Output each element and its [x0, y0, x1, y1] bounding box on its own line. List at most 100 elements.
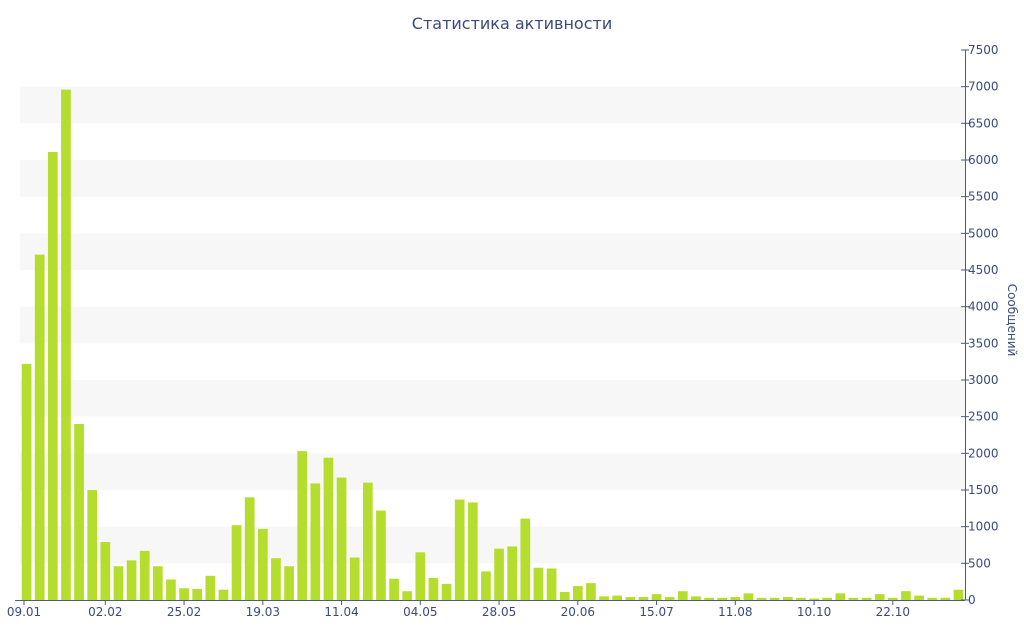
bar [927, 597, 938, 600]
bar [704, 597, 714, 600]
bar [297, 451, 308, 600]
bar [677, 591, 688, 600]
bar [796, 597, 806, 600]
bar [887, 597, 898, 600]
bar [376, 510, 386, 600]
grid-bands [20, 86, 965, 564]
y-tick-label: 1000 [968, 520, 999, 534]
grid-band [20, 86, 965, 124]
x-tick-label: 02.02 [88, 605, 122, 619]
bar [914, 595, 924, 600]
bar [782, 597, 793, 600]
bar [244, 497, 255, 600]
bar [599, 596, 609, 600]
bar [257, 528, 268, 600]
bar [87, 490, 98, 600]
bar [428, 578, 439, 600]
bar [822, 597, 833, 600]
bar [402, 591, 413, 600]
x-axis: 09.01 02.02 25.02 19.03 11.04 04.05 28.05 20.06… [7, 600, 965, 619]
bar [126, 560, 137, 600]
bar [940, 597, 951, 600]
bar [769, 597, 780, 600]
bar [533, 567, 544, 600]
bar [47, 151, 58, 600]
bar [612, 595, 623, 600]
bar [730, 597, 741, 600]
x-tick-label: 20.06 [561, 605, 595, 619]
bar [494, 548, 504, 600]
bar [901, 591, 911, 600]
y-tick-label: 7000 [968, 80, 999, 94]
bar [717, 597, 728, 600]
y-tick-label: 3500 [968, 336, 999, 350]
x-tick-label: 22.10 [876, 605, 910, 619]
bar [349, 557, 360, 600]
bars [21, 89, 964, 600]
x-tick-label: 28.05 [482, 605, 516, 619]
bar [743, 593, 754, 600]
bar [572, 586, 583, 600]
chart-title: Статистика активности [411, 14, 613, 33]
bar [336, 477, 347, 600]
bar [179, 588, 189, 600]
bar [848, 597, 859, 600]
bar [205, 575, 216, 600]
bar [467, 502, 478, 600]
y-tick-label: 5000 [968, 226, 999, 240]
y-tick-label: 4500 [968, 263, 999, 277]
bar [861, 597, 872, 600]
bar [441, 583, 452, 600]
bar [454, 499, 465, 600]
bar [520, 518, 531, 600]
y-axis: 0 500 1000 1500 2000 2500 3000 3500 4000 4500 5000… [961, 43, 999, 607]
x-tick-label: 25.02 [167, 605, 201, 619]
bar [231, 525, 242, 600]
bar [586, 583, 596, 600]
bar [310, 483, 321, 600]
y-tick-label: 5500 [968, 190, 999, 204]
bar [271, 558, 281, 600]
bar [651, 594, 662, 600]
bar [389, 578, 399, 600]
bar [756, 597, 767, 600]
bar [192, 589, 203, 600]
x-tick-label: 10.10 [797, 605, 831, 619]
bar [546, 568, 557, 600]
bar [415, 552, 426, 600]
x-tick-label: 04.05 [403, 605, 437, 619]
bar [74, 424, 84, 600]
x-tick-label: 11.08 [718, 605, 752, 619]
bar [323, 457, 334, 600]
x-tick-label: 11.04 [324, 605, 358, 619]
y-tick-label: 2500 [968, 410, 999, 424]
bar [507, 546, 518, 600]
grid-band [20, 306, 965, 344]
bar [166, 579, 176, 600]
y-tick-label: 2000 [968, 446, 999, 460]
bar [953, 589, 964, 600]
bar [625, 597, 636, 600]
bar [362, 482, 373, 600]
bar [61, 89, 71, 600]
bar [152, 566, 163, 600]
grid-band [20, 453, 965, 490]
bar [809, 598, 819, 600]
bar [481, 571, 491, 600]
grid-band [20, 160, 965, 197]
bar [139, 550, 150, 600]
y-tick-label: 4000 [968, 300, 999, 314]
y-tick-label: 0 [968, 593, 976, 607]
bar [284, 566, 294, 600]
grid-band [20, 233, 965, 270]
bar [559, 591, 570, 600]
bar [691, 596, 701, 600]
x-tick-label: 19.03 [246, 605, 280, 619]
bar [21, 363, 32, 600]
y-tick-label: 6500 [968, 116, 999, 130]
y-axis-title: Сообщений [1005, 284, 1019, 357]
y-tick-label: 3000 [968, 373, 999, 387]
x-tick-label: 09.01 [7, 605, 41, 619]
